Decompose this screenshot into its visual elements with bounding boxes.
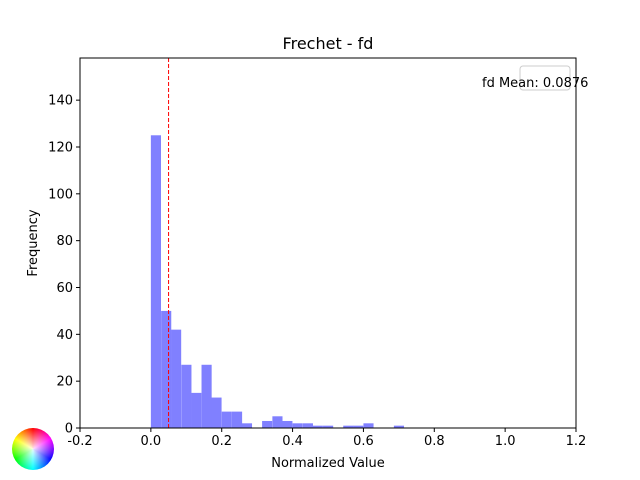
y-axis-label: Frequency xyxy=(26,209,41,276)
x-tick-label: 1.0 xyxy=(495,434,516,449)
plot-frame xyxy=(79,57,577,429)
histogram-bar xyxy=(241,423,253,428)
y-tick-label: 100 xyxy=(48,187,73,202)
histogram-bar xyxy=(201,364,212,428)
legend-box xyxy=(519,65,571,91)
histogram-bar xyxy=(312,425,323,428)
y-tick-label: 40 xyxy=(56,328,73,343)
histogram-bar xyxy=(191,392,202,428)
x-tick-label: 0.0 xyxy=(141,434,162,449)
histogram-bar xyxy=(262,420,273,428)
histogram-bar xyxy=(211,397,222,428)
histogram-bar xyxy=(302,423,313,428)
x-tick-label: -0.2 xyxy=(67,434,92,449)
histogram-bar xyxy=(272,416,283,428)
histogram-bar xyxy=(343,425,354,428)
histogram-bar xyxy=(221,411,232,428)
histogram-bar xyxy=(292,423,303,428)
x-tick-label: 0.2 xyxy=(211,434,232,449)
legend-label: fd Mean: 0.0876 xyxy=(482,76,588,91)
chart-title: Frechet - fd xyxy=(283,34,374,53)
histogram-bar xyxy=(323,425,334,428)
y-tick-label: 120 xyxy=(48,140,73,155)
histogram-bar xyxy=(231,411,243,428)
histogram-bar xyxy=(363,423,374,428)
histogram-bar xyxy=(393,425,405,428)
x-axis-label: Normalized Value xyxy=(271,456,385,471)
histogram-bar xyxy=(282,420,293,428)
histogram-bars xyxy=(150,135,405,428)
histogram-bar xyxy=(171,329,182,428)
x-tick-label: 0.6 xyxy=(353,434,374,449)
y-tick-label: 20 xyxy=(56,375,73,390)
y-tick-label: 60 xyxy=(56,281,73,296)
y-axis-ticks: 0 20 40 60 80 100 120 140 xyxy=(48,94,80,437)
x-tick-label: 1.2 xyxy=(566,434,587,449)
y-tick-label: 80 xyxy=(56,234,73,249)
histogram-bar xyxy=(353,425,364,428)
legend: fd Mean: 0.0876 xyxy=(482,65,588,91)
x-axis-ticks: -0.2 0.0 0.2 0.4 0.6 0.8 1.0 1.2 xyxy=(67,428,586,449)
histogram-bar xyxy=(161,310,172,428)
x-tick-label: 0.4 xyxy=(282,434,303,449)
histogram-bar xyxy=(181,364,192,428)
y-tick-label: 0 xyxy=(65,422,73,437)
color-wheel-icon xyxy=(12,428,54,470)
y-tick-label: 140 xyxy=(48,94,73,109)
x-tick-label: 0.8 xyxy=(424,434,445,449)
histogram-bar xyxy=(150,135,161,428)
